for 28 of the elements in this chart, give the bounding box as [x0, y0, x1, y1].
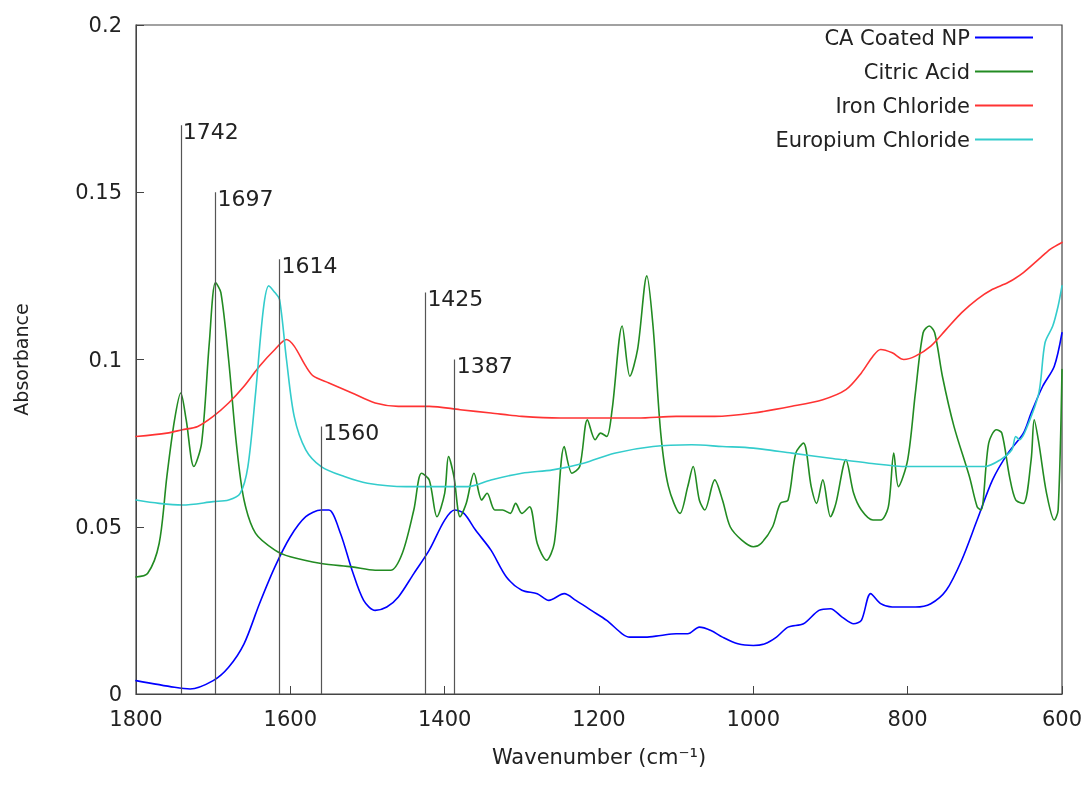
ref-line-label: 1614	[281, 252, 338, 278]
y-tick-label: 0.1	[88, 347, 122, 372]
line-series	[135, 275, 1063, 578]
x-tick-label: 1000	[726, 706, 781, 731]
x-tick-label: 1600	[263, 706, 318, 731]
ref-line-label: 1560	[323, 419, 380, 445]
x-tick-label: 600	[1041, 706, 1083, 731]
ref-line-label: 1697	[217, 185, 274, 211]
ref-line-label: 1742	[182, 118, 239, 144]
line-series	[135, 285, 1063, 506]
y-tick-label: 0	[108, 682, 122, 706]
y-tick-label: 0.2	[88, 13, 122, 37]
x-tick-label: 1800	[109, 706, 163, 731]
x-tick-label: 800	[887, 706, 928, 731]
x-axis-title: Wavenumber (cm⁻¹)	[491, 744, 707, 769]
line-series	[135, 241, 1063, 438]
ref-line-label: 1425	[427, 286, 484, 312]
x-tick-label: 1400	[417, 706, 472, 731]
legend-label: CA Coated NP	[824, 25, 970, 50]
legend-label: Europium Chloride	[775, 127, 970, 152]
x-tick-label: 1200	[572, 706, 626, 731]
y-tick-label: 0.05	[75, 514, 122, 539]
line-series	[135, 331, 1063, 690]
y-axis-title: Absorbance	[9, 303, 32, 416]
legend-label: Citric Acid	[863, 59, 970, 84]
y-tick-label: 0.15	[75, 180, 122, 205]
ref-line-label: 1387	[456, 353, 513, 378]
legend-label: Iron Chloride	[835, 93, 970, 118]
